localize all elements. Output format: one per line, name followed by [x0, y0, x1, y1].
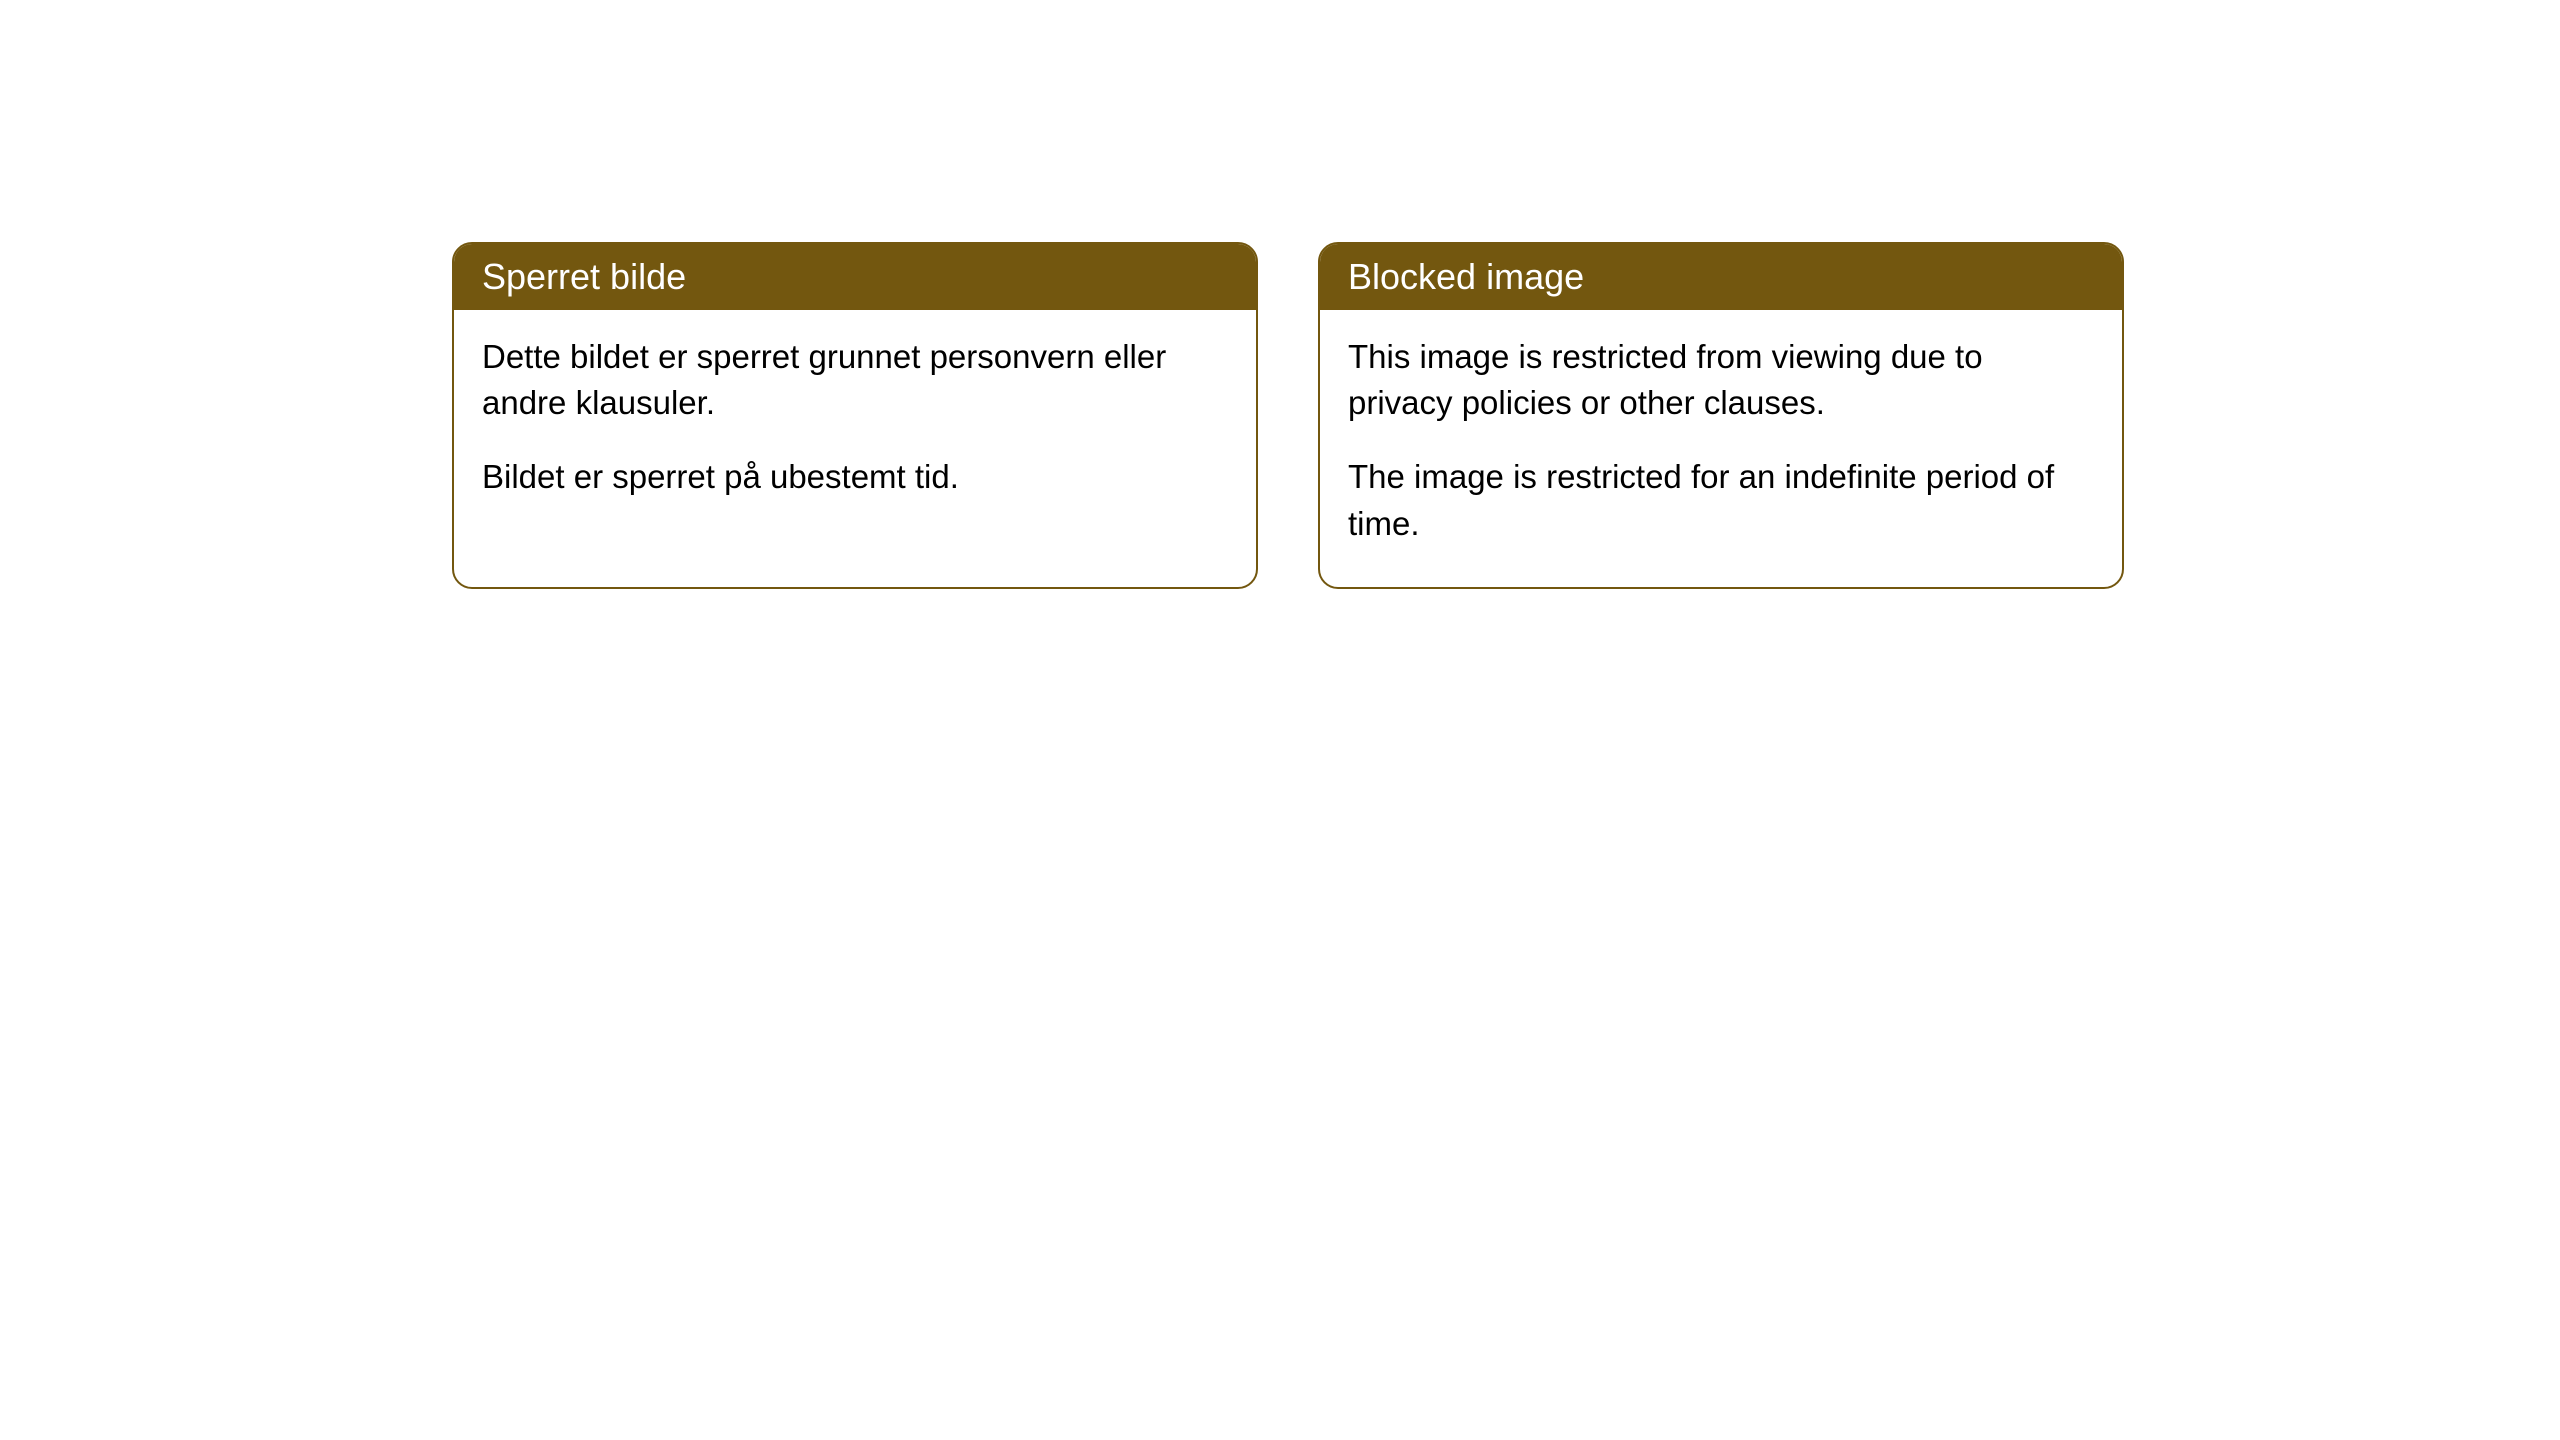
card-body: Dette bildet er sperret grunnet personve… — [454, 310, 1256, 541]
blocked-image-card-english: Blocked image This image is restricted f… — [1318, 242, 2124, 589]
card-title: Sperret bilde — [482, 256, 686, 297]
blocked-image-card-norwegian: Sperret bilde Dette bildet er sperret gr… — [452, 242, 1258, 589]
card-body-paragraph-1: This image is restricted from viewing du… — [1348, 334, 2094, 426]
card-body-paragraph-2: Bildet er sperret på ubestemt tid. — [482, 454, 1228, 500]
card-title: Blocked image — [1348, 256, 1584, 297]
notification-cards-container: Sperret bilde Dette bildet er sperret gr… — [452, 242, 2124, 589]
card-body: This image is restricted from viewing du… — [1320, 310, 2122, 587]
card-header: Blocked image — [1320, 244, 2122, 310]
card-body-paragraph-2: The image is restricted for an indefinit… — [1348, 454, 2094, 546]
card-body-paragraph-1: Dette bildet er sperret grunnet personve… — [482, 334, 1228, 426]
card-header: Sperret bilde — [454, 244, 1256, 310]
